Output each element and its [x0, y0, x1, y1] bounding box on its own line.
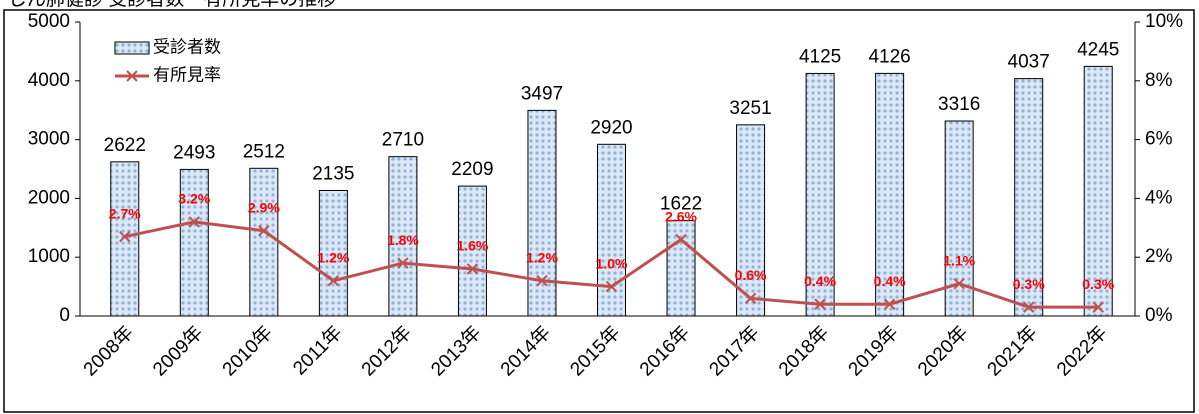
line-value-label: 3.2%	[178, 191, 210, 207]
line-marker	[1022, 301, 1035, 313]
line-marker	[953, 277, 965, 290]
line-marker	[397, 257, 409, 269]
y2-tick-label: 8%	[1145, 70, 1173, 91]
bar	[875, 72, 905, 317]
line-value-label: 1.6%	[456, 238, 488, 254]
bar-value-label: 3251	[729, 98, 771, 119]
line-marker	[814, 298, 826, 310]
bar	[736, 124, 766, 317]
line-marker	[675, 233, 687, 246]
legend-label: 受診者数	[153, 37, 221, 56]
y2-tick-label: 10%	[1145, 11, 1183, 32]
line-marker	[883, 298, 896, 310]
bar	[1083, 65, 1113, 317]
bar	[318, 189, 348, 317]
bar-value-label: 2493	[173, 142, 215, 163]
y-tick-label: 0	[59, 305, 70, 326]
bar	[1014, 78, 1044, 317]
line-marker	[466, 263, 479, 275]
bar-value-label: 2710	[382, 130, 424, 151]
y2-tick-label: 2%	[1145, 246, 1173, 267]
chart-title: じん肺健診 受診者数・有所見率の推移	[8, 0, 336, 10]
bar	[457, 185, 487, 317]
line-value-label: 1.8%	[387, 232, 419, 248]
bar-value-label: 4037	[1008, 52, 1050, 73]
legend-label: 有所見率	[153, 65, 221, 84]
bar	[597, 143, 626, 317]
line-value-label: 1.0%	[596, 255, 628, 271]
line-value-label: 0.4%	[804, 273, 836, 289]
bar-value-label: 2622	[104, 135, 146, 156]
line-value-label: 1.1%	[943, 252, 975, 268]
bar-value-label: 2920	[590, 117, 632, 138]
line-value-label: 1.2%	[526, 249, 558, 265]
line-value-label: 0.3%	[1082, 276, 1114, 292]
y2-tick-label: 0%	[1145, 305, 1173, 326]
line-value-label: 2.9%	[248, 199, 280, 215]
bar	[666, 220, 696, 317]
y-tick-label: 2000	[28, 187, 70, 208]
y2-tick-label: 6%	[1145, 129, 1173, 150]
bar-value-label: 3497	[521, 83, 563, 104]
line-marker	[536, 275, 548, 287]
bar	[179, 168, 209, 317]
bar	[388, 156, 418, 317]
line-value-label: 0.6%	[735, 267, 767, 283]
line-value-label: 0.4%	[874, 273, 906, 289]
bar	[249, 167, 279, 317]
line-marker	[744, 292, 757, 305]
bar-value-label: 2512	[243, 141, 285, 162]
bar	[527, 109, 557, 317]
line-value-label: 0.3%	[1013, 276, 1045, 292]
legend-swatch	[114, 41, 150, 55]
line-marker	[188, 216, 201, 228]
line-marker	[1092, 301, 1104, 313]
bar-value-label: 1622	[660, 194, 702, 215]
bar-value-label: 2209	[451, 159, 493, 180]
y-tick-label: 1000	[28, 246, 70, 267]
line-marker	[258, 225, 270, 237]
line-marker	[327, 275, 340, 287]
y2-tick-label: 4%	[1145, 187, 1173, 208]
bar-value-label: 4125	[799, 46, 841, 67]
y-tick-label: 3000	[28, 129, 70, 150]
line-value-label: 1.2%	[317, 249, 349, 265]
bar-value-label: 4245	[1077, 39, 1119, 60]
bar-value-label: 2135	[312, 163, 354, 184]
legend-marker	[126, 70, 138, 82]
y-tick-label: 5000	[28, 11, 70, 32]
line-marker	[605, 280, 618, 293]
line-marker	[119, 230, 131, 243]
bar-value-label: 3316	[938, 94, 980, 115]
line-value-label: 2.7%	[109, 205, 141, 221]
bar	[110, 161, 140, 317]
bar-value-label: 4126	[868, 46, 910, 67]
bar	[805, 72, 835, 317]
y-tick-label: 4000	[28, 70, 70, 91]
line-value-label: 2.6%	[665, 208, 697, 224]
